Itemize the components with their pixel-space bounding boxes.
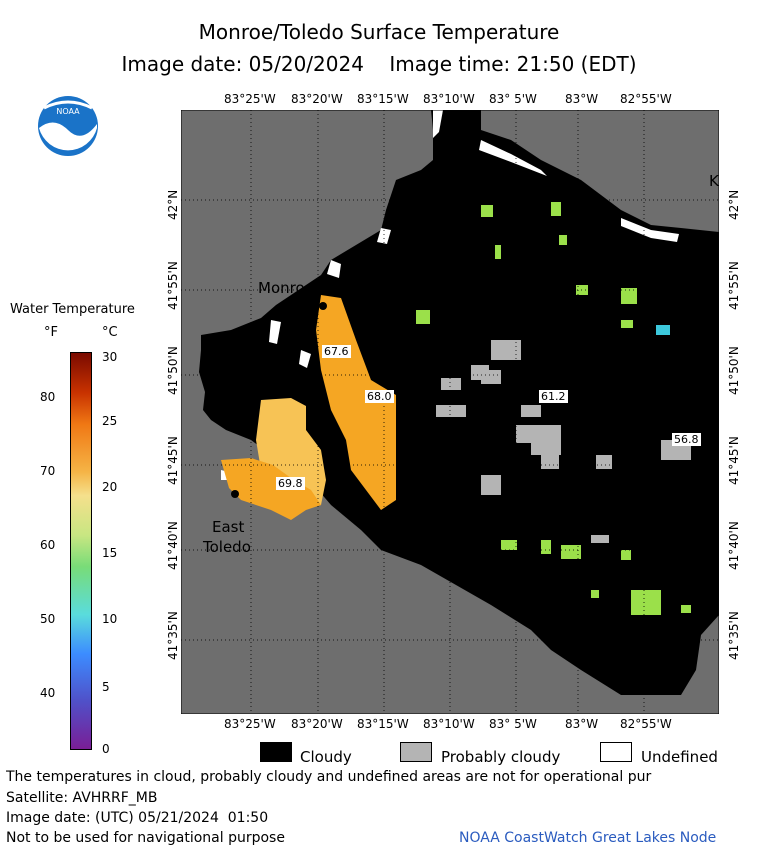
celsius-tick: 30: [102, 350, 118, 364]
longitude-label: 83°25'W: [224, 92, 276, 106]
latitude-label: 42°N: [166, 189, 180, 220]
latitude-label: 41°55'N: [166, 261, 180, 310]
longitude-label: 83°10'W: [423, 92, 475, 106]
temp-label: 68.0: [365, 390, 394, 403]
celsius-tick: 0: [102, 742, 110, 756]
footer-disclaimer: The temperatures in cloud, probably clou…: [6, 769, 652, 785]
legend-probably-cloudy: Probably cloudy: [441, 748, 561, 766]
unit-celsius: °C: [102, 325, 118, 340]
temp-label: 61.2: [539, 390, 568, 403]
longitude-label: 83°W: [565, 717, 599, 731]
map-title: Monroe/Toledo Surface Temperature: [198, 20, 560, 44]
colorbar-title: Water Temperature: [10, 302, 135, 317]
temp-label: 67.6: [322, 345, 351, 358]
longitude-label: 83°W: [565, 92, 599, 106]
footer-satellite: Satellite: AVHRRF_MB: [6, 790, 158, 806]
legend-swatch-undefined: [600, 742, 632, 762]
place-edge-k: K: [709, 172, 719, 190]
celsius-tick: 15: [102, 546, 118, 560]
monroe-marker: [319, 302, 327, 310]
celsius-tick: 25: [102, 414, 118, 428]
latitude-label: 41°50'N: [727, 346, 741, 395]
fahrenheit-tick: 80: [40, 390, 56, 404]
temp-label: 69.8: [276, 477, 305, 490]
unit-fahrenheit: °F: [44, 325, 58, 340]
latitude-label: 41°40'N: [727, 521, 741, 570]
legend-undefined: Undefined: [641, 748, 718, 766]
probably-cloudy-areas: [436, 340, 691, 543]
cool-water-patches: [416, 202, 691, 615]
longitude-label: 83° 5'W: [489, 92, 537, 106]
fahrenheit-tick: 40: [40, 686, 56, 700]
graticule: [181, 110, 719, 714]
fahrenheit-tick: 60: [40, 538, 56, 552]
temperature-map: [181, 110, 719, 714]
logo-text: NOAA: [56, 107, 80, 116]
celsius-tick: 10: [102, 612, 118, 626]
latitude-label: 41°55'N: [727, 261, 741, 310]
latitude-label: 41°50'N: [166, 346, 180, 395]
image-date-line: Image date: 05/20/2024 Image time: 21:50…: [121, 52, 637, 76]
colorbar: [70, 352, 92, 750]
latitude-label: 41°45'N: [727, 436, 741, 485]
longitude-label: 82°55'W: [620, 92, 672, 106]
longitude-label: 83° 5'W: [489, 717, 537, 731]
legend-swatch-probably-cloudy: [400, 742, 432, 762]
footer-utc-date: Image date: (UTC) 05/21/2024 01:50: [6, 810, 269, 826]
celsius-tick: 20: [102, 480, 118, 494]
temp-label: 56.8: [672, 433, 701, 446]
place-east: East: [212, 518, 245, 536]
legend-swatch-cloudy: [260, 742, 292, 762]
latitude-label: 42°N: [727, 189, 741, 220]
longitude-label: 83°20'W: [291, 92, 343, 106]
lake-area: [199, 110, 719, 695]
footer-navigation-note: Not to be used for navigational purpose: [6, 830, 285, 846]
latitude-label: 41°40'N: [166, 521, 180, 570]
longitude-label: 82°55'W: [620, 717, 672, 731]
noaa-logo-icon: NOAA: [38, 96, 98, 156]
longitude-label: 83°15'W: [357, 92, 409, 106]
place-monroe: Monroe: [258, 279, 314, 297]
longitude-label: 83°10'W: [423, 717, 475, 731]
latitude-label: 41°45'N: [166, 436, 180, 485]
place-toledo: Toledo: [203, 538, 251, 556]
longitude-label: 83°20'W: [291, 717, 343, 731]
celsius-tick: 5: [102, 680, 110, 694]
toledo-marker: [231, 490, 239, 498]
fahrenheit-tick: 50: [40, 612, 56, 626]
legend-cloudy: Cloudy: [300, 748, 352, 766]
latitude-label: 41°35'N: [727, 611, 741, 660]
longitude-label: 83°25'W: [224, 717, 276, 731]
latitude-label: 41°35'N: [166, 611, 180, 660]
footer-credit: NOAA CoastWatch Great Lakes Node: [459, 830, 717, 846]
undefined-areas: [221, 110, 679, 488]
longitude-label: 83°15'W: [357, 717, 409, 731]
fahrenheit-tick: 70: [40, 464, 56, 478]
